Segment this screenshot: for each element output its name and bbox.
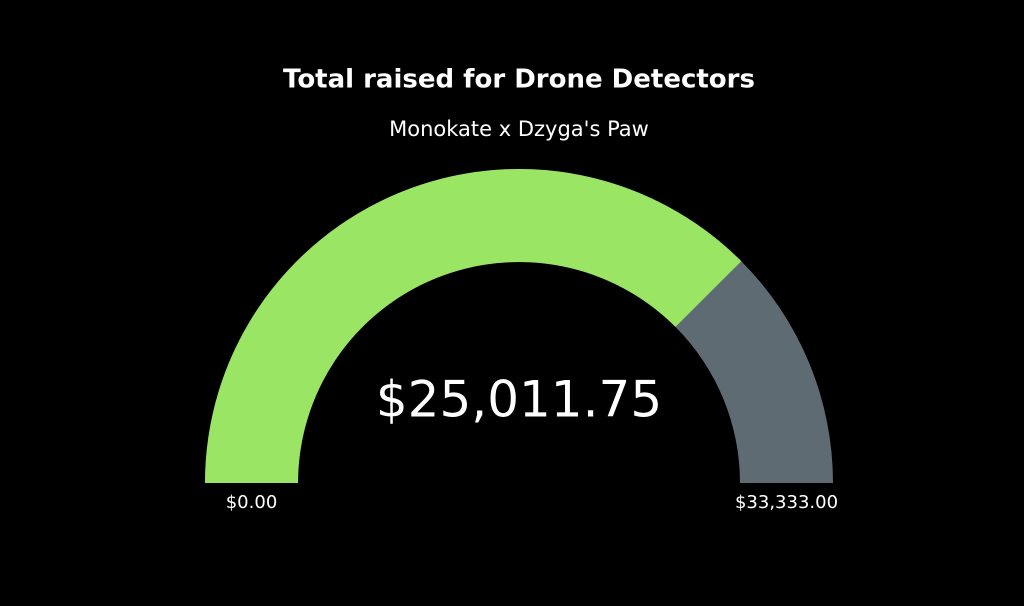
gauge-range-label: $33,333.00 [735, 492, 838, 513]
gauge-range-label: $0.00 [226, 492, 278, 513]
gauge-value-label: $25,011.75 [376, 371, 662, 429]
chart-subtitle: Monokate x Dzyga's Paw [389, 117, 649, 141]
chart-title: Total raised for Drone Detectors [283, 65, 755, 95]
gauge-value [204, 168, 742, 483]
